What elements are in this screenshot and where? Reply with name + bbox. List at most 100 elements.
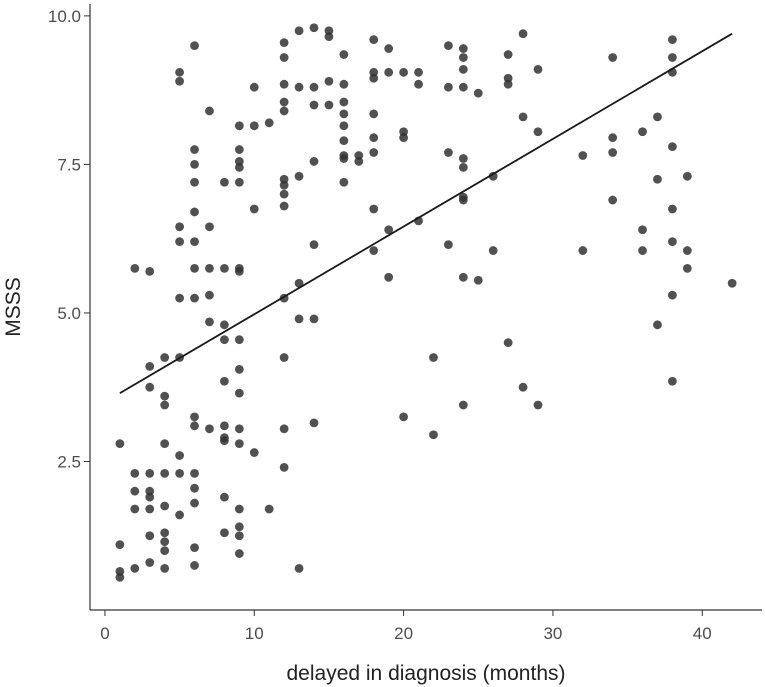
data-point xyxy=(190,293,199,303)
y-tick-label: 2.5 xyxy=(57,452,81,471)
data-point xyxy=(668,204,677,214)
data-point xyxy=(369,35,379,45)
data-point xyxy=(668,290,677,300)
data-point xyxy=(339,79,349,89)
data-point xyxy=(160,391,170,401)
data-point xyxy=(190,421,199,431)
data-point xyxy=(414,67,423,77)
data-point xyxy=(220,492,229,502)
data-point xyxy=(249,82,259,92)
data-point xyxy=(190,498,199,508)
data-point xyxy=(294,278,304,288)
data-point xyxy=(220,177,229,187)
data-point xyxy=(458,400,468,410)
data-point xyxy=(234,439,244,449)
data-point xyxy=(205,263,214,273)
x-tick-label: 30 xyxy=(543,624,562,643)
data-point xyxy=(234,145,244,154)
data-point xyxy=(608,133,618,143)
data-point xyxy=(234,121,244,131)
data-point xyxy=(518,112,528,122)
data-point xyxy=(279,201,289,211)
data-point xyxy=(608,195,618,205)
y-tick-label: 7.5 xyxy=(57,155,81,174)
data-point xyxy=(294,564,304,573)
data-point xyxy=(220,528,229,538)
data-point xyxy=(369,204,379,214)
data-point xyxy=(339,97,349,107)
data-point xyxy=(458,53,468,62)
data-point xyxy=(234,388,244,398)
data-point xyxy=(668,35,677,45)
data-point xyxy=(220,263,229,273)
data-point xyxy=(458,162,468,172)
data-point xyxy=(234,531,244,541)
data-point xyxy=(145,362,155,371)
data-point xyxy=(145,468,155,478)
data-point xyxy=(279,189,289,199)
data-point xyxy=(190,263,199,273)
data-point xyxy=(399,67,408,77)
data-point xyxy=(190,237,199,247)
data-point xyxy=(414,79,423,89)
data-point xyxy=(668,376,677,386)
data-point xyxy=(339,136,349,146)
data-point xyxy=(234,424,244,434)
data-point xyxy=(115,572,125,582)
data-point xyxy=(309,23,319,33)
data-point xyxy=(220,436,229,446)
data-point xyxy=(518,29,528,39)
data-point xyxy=(339,121,349,131)
data-point xyxy=(279,106,289,116)
data-point xyxy=(309,82,319,92)
data-point xyxy=(175,451,185,460)
data-point xyxy=(130,486,140,496)
data-point xyxy=(279,79,289,89)
data-point xyxy=(279,463,289,472)
data-point xyxy=(160,353,170,362)
data-point xyxy=(190,177,199,187)
data-point xyxy=(384,225,394,235)
data-point xyxy=(175,237,185,247)
data-point xyxy=(294,171,304,181)
data-point xyxy=(190,412,199,422)
data-point xyxy=(458,154,468,163)
data-point xyxy=(309,240,319,250)
data-point xyxy=(160,468,170,478)
y-axis-ticks: 2.5 5.0 7.5 10.0 xyxy=(48,7,90,471)
data-point xyxy=(444,41,453,50)
data-point xyxy=(473,275,483,285)
data-point xyxy=(249,448,259,457)
data-point xyxy=(608,53,618,62)
data-point xyxy=(369,246,379,255)
data-point xyxy=(190,468,199,478)
data-point xyxy=(682,171,692,181)
data-point xyxy=(220,421,229,431)
data-point xyxy=(309,100,319,110)
y-tick-label: 5.0 xyxy=(57,304,81,323)
data-point xyxy=(533,64,543,74)
data-point xyxy=(160,501,170,511)
data-point xyxy=(503,338,513,348)
data-point xyxy=(578,151,588,160)
data-point xyxy=(682,246,692,255)
data-point xyxy=(175,67,185,77)
data-point xyxy=(220,320,229,330)
data-point xyxy=(175,468,185,478)
data-point xyxy=(190,41,199,50)
data-point xyxy=(130,504,140,514)
data-point xyxy=(727,278,737,288)
data-point xyxy=(518,382,528,392)
data-point xyxy=(279,97,289,107)
data-point xyxy=(279,424,289,434)
data-point xyxy=(249,121,259,131)
data-point xyxy=(220,376,229,386)
data-point xyxy=(145,382,155,392)
data-point xyxy=(205,106,214,116)
data-point xyxy=(160,528,170,538)
data-point xyxy=(130,564,140,573)
data-point xyxy=(444,82,453,92)
data-point xyxy=(668,142,677,151)
data-point xyxy=(190,483,199,493)
data-point xyxy=(309,314,319,324)
